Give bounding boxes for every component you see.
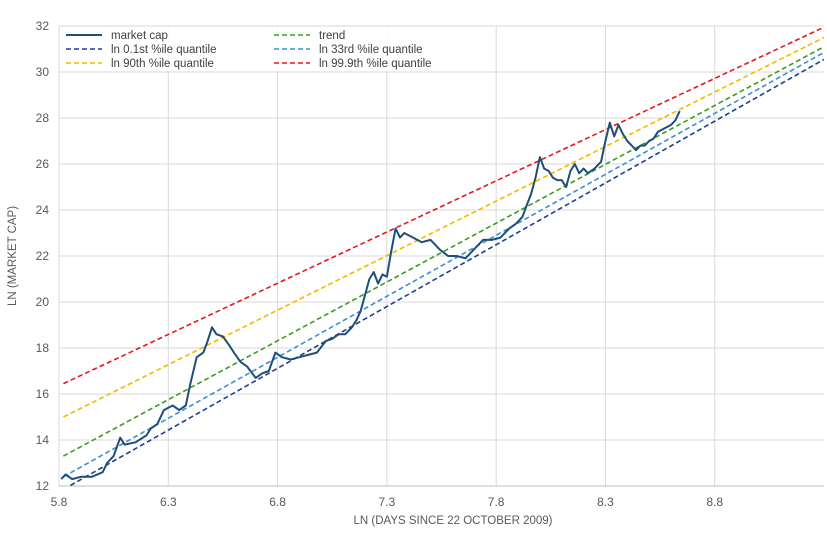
- legend-background: [63, 27, 443, 71]
- y-tick-label: 16: [36, 387, 50, 401]
- legend: market cap trend ln 0.1st %ile quantile ln …: [63, 27, 443, 71]
- y-tick-label: 24: [36, 203, 50, 217]
- series-lines: [60, 26, 824, 486]
- y-tick-label: 28: [36, 111, 50, 125]
- x-axis-ticks: 5.8 6.3 6.8 7.3 7.8 8.3 8.8: [51, 495, 724, 509]
- x-tick-label: 8.8: [706, 495, 723, 509]
- y-tick-label: 20: [36, 295, 50, 309]
- x-tick-label: 6.3: [160, 495, 177, 509]
- legend-label: ln 33rd %ile quantile: [319, 44, 423, 56]
- series-line-ln-90th-ile-quantile: [63, 36, 824, 418]
- x-tick-label: 6.8: [269, 495, 286, 509]
- legend-label: ln 99.9th %ile quantile: [319, 58, 432, 70]
- legend-label: ln 90th %ile quantile: [111, 58, 214, 70]
- legend-label: market cap: [111, 30, 168, 42]
- x-tick-label: 7.8: [488, 495, 505, 509]
- y-tick-label: 32: [36, 19, 50, 33]
- series-line-ln-99-9th-ile-quantile: [63, 26, 824, 385]
- x-axis-title: LN (DAYS SINCE 22 OCTOBER 2009): [354, 515, 553, 527]
- y-tick-label: 18: [36, 341, 50, 355]
- y-tick-label: 12: [36, 479, 50, 493]
- y-tick-label: 22: [36, 249, 50, 263]
- y-tick-label: 30: [36, 65, 50, 79]
- series-line-market-cap: [60, 110, 681, 481]
- legend-label: ln 0.1st %ile quantile: [111, 44, 216, 56]
- series-line-ln-33rd-ile-quantile: [63, 51, 824, 478]
- y-tick-label: 14: [36, 433, 50, 447]
- x-tick-label: 5.8: [51, 495, 68, 509]
- x-tick-label: 8.3: [597, 495, 614, 509]
- legend-label: trend: [319, 30, 345, 42]
- y-axis-title: LN (MARKET CAP): [7, 206, 19, 306]
- y-tick-label: 26: [36, 157, 50, 171]
- y-axis-ticks: 12 14 16 18 20 22 24 26 28 30 32: [36, 19, 50, 493]
- x-tick-label: 7.3: [379, 495, 396, 509]
- series-line-ln-0-1st-ile-quantile: [67, 58, 824, 486]
- gridlines: [58, 25, 824, 487]
